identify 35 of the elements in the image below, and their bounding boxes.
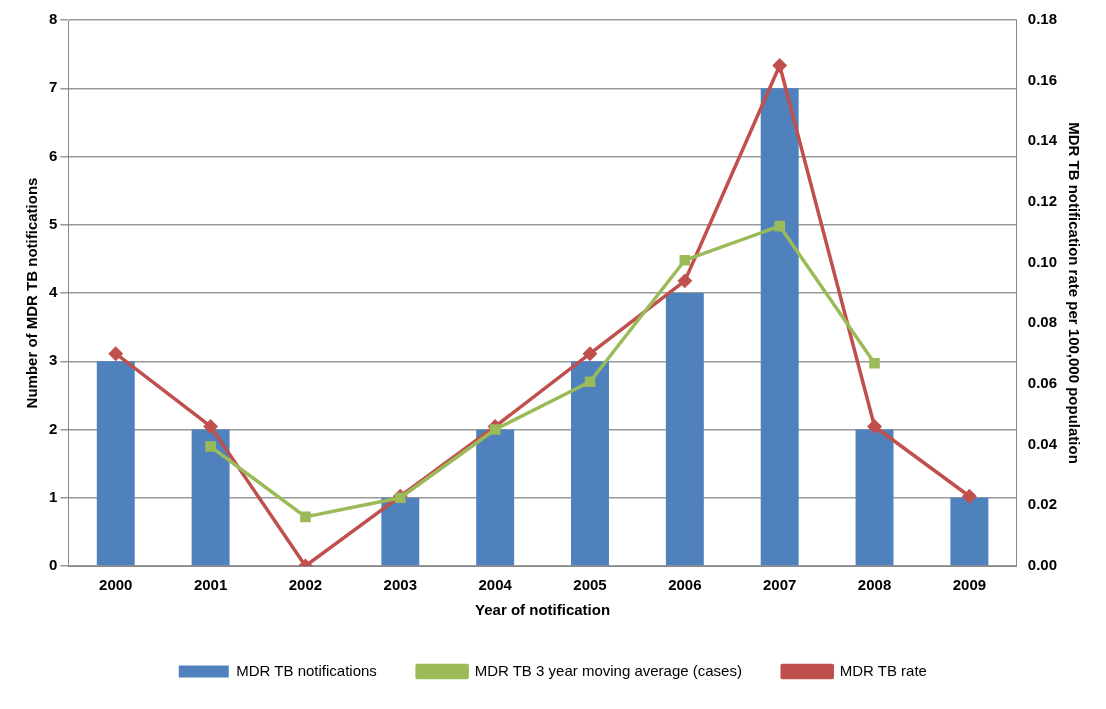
y-tick-label: 6 bbox=[49, 146, 58, 164]
y-tick-label: 5 bbox=[49, 214, 58, 232]
y2-axis-title: MDR TB notification rate per 100,000 population bbox=[1065, 122, 1083, 464]
y2-tick-label: 0.02 bbox=[1027, 495, 1058, 513]
y-tick-label: 2 bbox=[49, 419, 58, 437]
x-tick-label: 2002 bbox=[288, 576, 323, 594]
y2-tick-label: 0.06 bbox=[1027, 374, 1058, 392]
legend-label: MDR TB notifications bbox=[236, 661, 377, 679]
y2-tick-label: 0.16 bbox=[1027, 70, 1058, 88]
legend-label: MDR TB rate bbox=[839, 661, 927, 679]
x-tick-label: 2001 bbox=[193, 576, 228, 594]
x-tick-label: 2005 bbox=[573, 576, 607, 594]
y-tick-label: 0 bbox=[49, 556, 58, 574]
y-tick-label: 1 bbox=[49, 487, 58, 505]
y-tick-label: 4 bbox=[49, 283, 58, 301]
y2-tick-label: 0.18 bbox=[1027, 10, 1058, 28]
x-axis-title: Year of notification bbox=[475, 601, 611, 619]
x-tick-label: 2007 bbox=[763, 576, 797, 594]
y2-tick-label: 0.00 bbox=[1027, 556, 1058, 574]
y-tick-label: 3 bbox=[49, 351, 58, 369]
y-tick-label: 7 bbox=[49, 78, 58, 96]
y2-tick-label: 0.12 bbox=[1027, 192, 1058, 210]
x-tick-label: 2006 bbox=[668, 576, 702, 594]
y2-tick-label: 0.14 bbox=[1027, 131, 1058, 149]
x-tick-label: 2003 bbox=[383, 576, 417, 594]
legend-label: MDR TB 3 year moving average (cases) bbox=[474, 661, 742, 679]
x-tick-label: 2008 bbox=[857, 576, 892, 594]
x-tick-label: 2009 bbox=[952, 576, 987, 594]
y2-tick-label: 0.04 bbox=[1027, 434, 1058, 452]
x-tick-label: 2004 bbox=[478, 576, 513, 594]
x-tick-label: 2000 bbox=[99, 576, 133, 594]
y2-tick-label: 0.08 bbox=[1027, 313, 1058, 331]
y-axis-title: Number of MDR TB notifications bbox=[23, 177, 41, 409]
y2-tick-label: 0.10 bbox=[1027, 252, 1058, 270]
y-tick-label: 8 bbox=[49, 10, 58, 28]
